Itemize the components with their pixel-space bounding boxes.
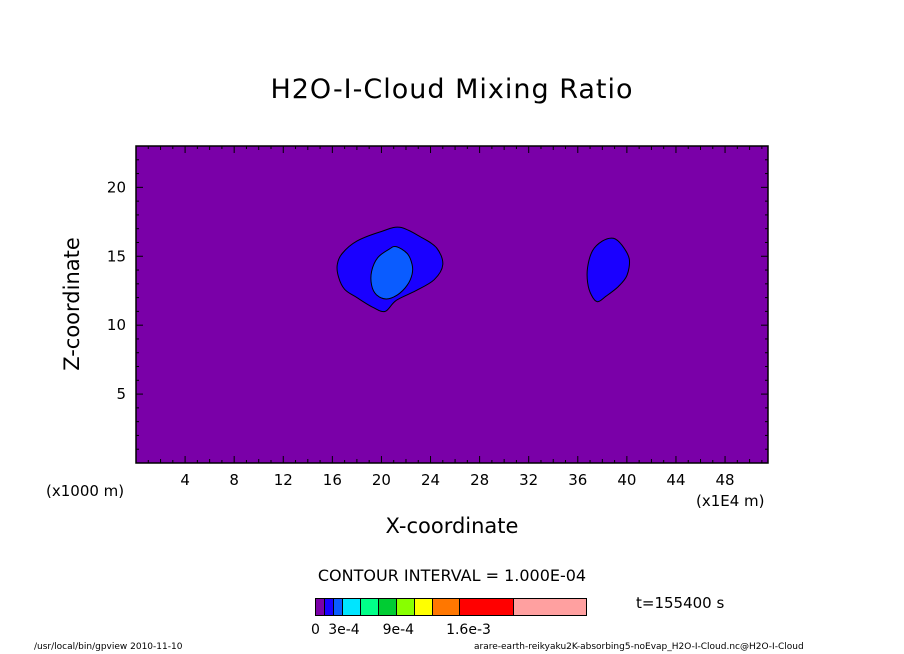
x-tick-label: 32	[519, 471, 538, 489]
y-tick-label: 10	[107, 316, 126, 334]
colorbar-segment	[361, 599, 379, 615]
colorbar-tick-label: 9e-4	[382, 622, 415, 638]
x-tick-label: 4	[180, 471, 190, 489]
contour-interval-label: CONTOUR INTERVAL = 1.000E-04	[317, 566, 587, 585]
colorbar-segment	[334, 599, 343, 615]
x-tick-label: 8	[229, 471, 239, 489]
colorbar-segment	[415, 599, 433, 615]
colorbar-tick-label: 0	[311, 622, 320, 638]
right-cloud	[586, 237, 631, 303]
colorbar-tick-label: 3e-4	[328, 622, 360, 638]
x-tick-label: 40	[617, 471, 636, 489]
x-tick-label: 20	[372, 471, 391, 489]
x-tick-label: 12	[274, 471, 293, 489]
x-tick-label: 36	[568, 471, 587, 489]
colorbar-segment	[379, 599, 397, 615]
x-tick-label: 44	[666, 471, 685, 489]
colorbar-segment	[514, 599, 586, 615]
x-scale-label: (x1E4 m)	[696, 492, 765, 510]
colorbar	[315, 598, 587, 616]
left-cloud-inner	[370, 245, 414, 300]
colorbar-segment	[460, 599, 514, 615]
plot-background	[136, 146, 768, 463]
colorbar-segment	[397, 599, 415, 615]
time-label: t=155400 s	[636, 594, 725, 612]
x-tick-label: 24	[421, 471, 440, 489]
chart-title: H2O-I-Cloud Mixing Ratio	[270, 74, 634, 105]
x-tick-label: 48	[716, 471, 735, 489]
colorbar-tick-label: 1.6e-3	[446, 622, 491, 638]
y-tick-label: 5	[116, 385, 126, 403]
footer-right-text: arare-earth-reikyaku2K-absorbing5-noEvap…	[474, 642, 804, 652]
x-axis-label: X-coordinate	[385, 514, 519, 538]
x-unit-label: (x1000 m)	[46, 482, 125, 500]
colorbar-segment	[433, 599, 460, 615]
y-axis-label: Z-coordinate	[60, 237, 84, 371]
y-tick-label: 15	[107, 247, 126, 265]
x-tick-label: 16	[323, 471, 342, 489]
footer-left-text: /usr/local/bin/gpview 2010-11-10	[34, 642, 183, 652]
x-tick-label: 28	[470, 471, 489, 489]
colorbar-segment	[316, 599, 325, 615]
colorbar-segment	[343, 599, 361, 615]
colorbar-segment	[325, 599, 334, 615]
plot-frame	[135, 145, 769, 464]
y-tick-label: 20	[107, 178, 126, 196]
